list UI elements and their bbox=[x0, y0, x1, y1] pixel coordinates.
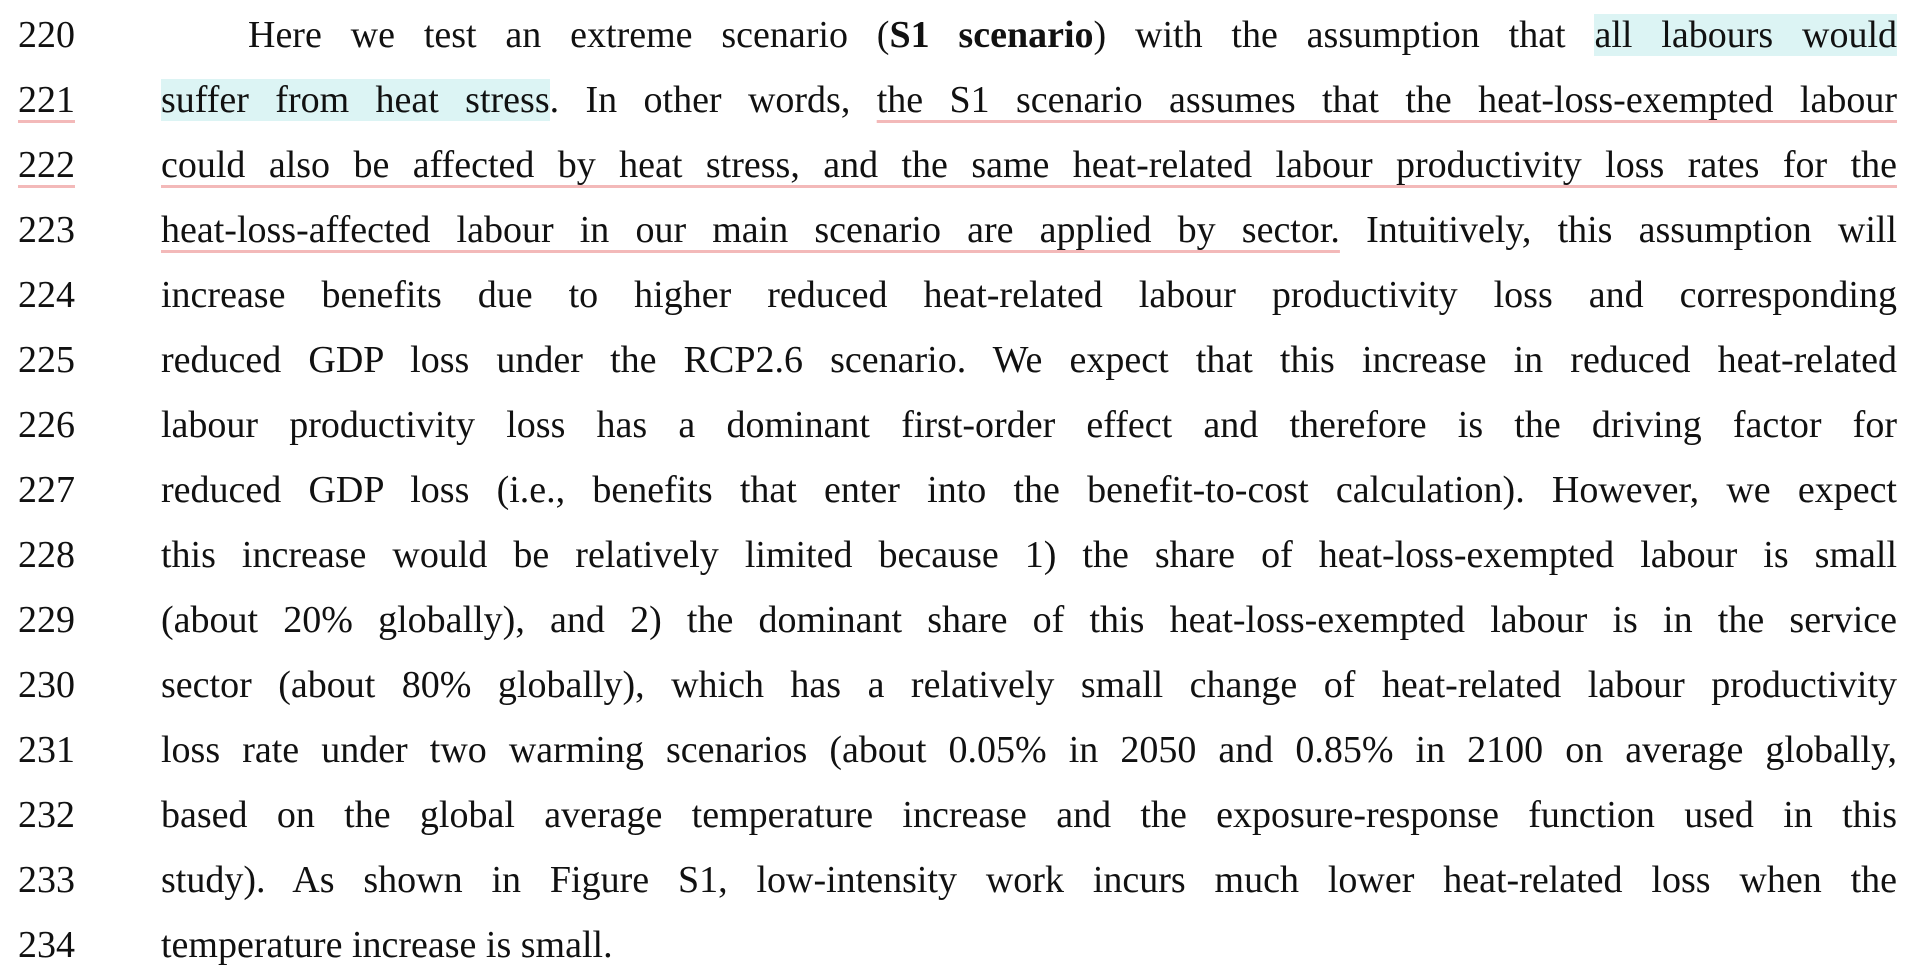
line-number: 228 bbox=[18, 525, 88, 585]
text-line-228: 228 this increase would be relatively li… bbox=[0, 525, 1912, 585]
text-run: Intuitively, this assumption will bbox=[1340, 209, 1897, 251]
line-number: 231 bbox=[18, 720, 88, 780]
text-line-229: 229 (about 20% globally), and 2) the dom… bbox=[0, 590, 1912, 650]
line-text[interactable]: suffer from heat stress. In other words,… bbox=[161, 70, 1897, 130]
line-text[interactable]: could also be affected by heat stress, a… bbox=[161, 135, 1897, 195]
text-line-234: 234 temperature increase is small. bbox=[0, 915, 1912, 975]
line-text[interactable]: heat-loss-affected labour in our main sc… bbox=[161, 200, 1897, 260]
underline-annotation[interactable]: the S1 scenario assumes that the heat-lo… bbox=[877, 79, 1897, 121]
text-line-227: 227 reduced GDP loss (i.e., benefits tha… bbox=[0, 460, 1912, 520]
line-number: 221 bbox=[18, 70, 88, 130]
line-number: 224 bbox=[18, 265, 88, 325]
line-text[interactable]: temperature increase is small. bbox=[161, 915, 1897, 975]
line-text[interactable]: labour productivity loss has a dominant … bbox=[161, 395, 1897, 455]
text-line-220: 220 Here we test an extreme scenario (S1… bbox=[0, 5, 1912, 65]
line-number: 225 bbox=[18, 330, 88, 390]
highlight-annotation[interactable]: all labours would bbox=[1594, 14, 1897, 56]
line-text[interactable]: sector (about 80% globally), which has a… bbox=[161, 655, 1897, 715]
line-number: 229 bbox=[18, 590, 88, 650]
text-line-224: 224 increase benefits due to higher redu… bbox=[0, 265, 1912, 325]
line-number: 230 bbox=[18, 655, 88, 715]
text-line-226: 226 labour productivity loss has a domin… bbox=[0, 395, 1912, 455]
line-text[interactable]: reduced GDP loss (i.e., benefits that en… bbox=[161, 460, 1897, 520]
underline-annotation[interactable]: could also be affected by heat stress, a… bbox=[161, 144, 1897, 186]
line-text[interactable]: this increase would be relatively limite… bbox=[161, 525, 1897, 585]
line-number: 234 bbox=[18, 915, 88, 975]
text-line-231: 231 loss rate under two warming scenario… bbox=[0, 720, 1912, 780]
scenario-name-bold: S1 scenario bbox=[889, 14, 1093, 56]
line-text[interactable]: reduced GDP loss under the RCP2.6 scenar… bbox=[161, 330, 1897, 390]
text-run: ) with the assumption that bbox=[1094, 14, 1595, 56]
line-text[interactable]: Here we test an extreme scenario (S1 sce… bbox=[248, 5, 1897, 65]
text-line-222: 222 could also be affected by heat stres… bbox=[0, 135, 1912, 195]
text-line-230: 230 sector (about 80% globally), which h… bbox=[0, 655, 1912, 715]
line-number: 222 bbox=[18, 135, 88, 195]
text-line-232: 232 based on the global average temperat… bbox=[0, 785, 1912, 845]
underline-annotation[interactable]: heat-loss-affected labour in our main sc… bbox=[161, 209, 1340, 251]
text-run: . In other words, bbox=[550, 79, 877, 121]
line-text[interactable]: study). As shown in Figure S1, low-inten… bbox=[161, 850, 1897, 910]
line-number: 233 bbox=[18, 850, 88, 910]
line-text[interactable]: loss rate under two warming scenarios (a… bbox=[161, 720, 1897, 780]
line-text[interactable]: (about 20% globally), and 2) the dominan… bbox=[161, 590, 1897, 650]
highlight-annotation[interactable]: suffer from heat stress bbox=[161, 79, 550, 121]
line-number: 226 bbox=[18, 395, 88, 455]
line-number: 223 bbox=[18, 200, 88, 260]
text-line-225: 225 reduced GDP loss under the RCP2.6 sc… bbox=[0, 330, 1912, 390]
text-line-223: 223 heat-loss-affected labour in our mai… bbox=[0, 200, 1912, 260]
text-run: Here we test an extreme scenario ( bbox=[248, 14, 889, 56]
line-number: 220 bbox=[18, 5, 88, 65]
line-text[interactable]: based on the global average temperature … bbox=[161, 785, 1897, 845]
line-text[interactable]: increase benefits due to higher reduced … bbox=[161, 265, 1897, 325]
line-number: 227 bbox=[18, 460, 88, 520]
text-line-233: 233 study). As shown in Figure S1, low-i… bbox=[0, 850, 1912, 910]
text-line-221: 221 suffer from heat stress. In other wo… bbox=[0, 70, 1912, 130]
line-number: 232 bbox=[18, 785, 88, 845]
